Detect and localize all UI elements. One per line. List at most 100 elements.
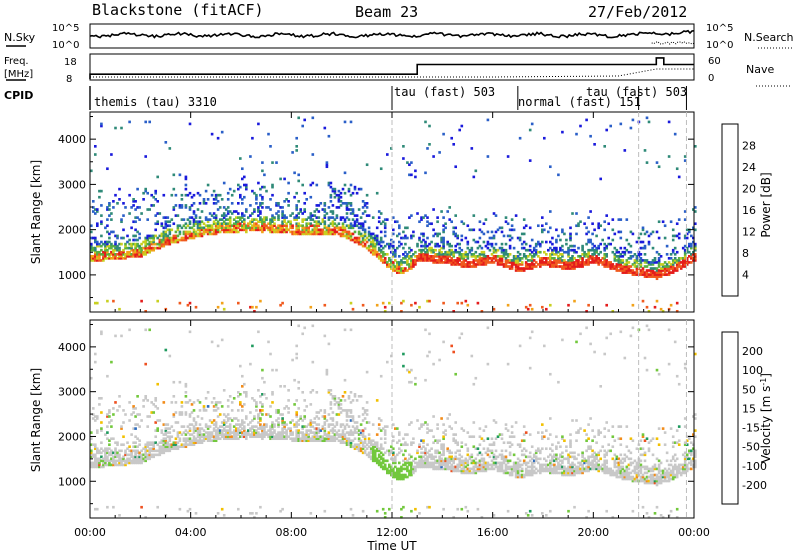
power-cell — [146, 218, 150, 221]
power-cell — [104, 246, 107, 250]
power-cell — [94, 257, 97, 260]
power-cell — [317, 222, 321, 226]
power-cell — [406, 261, 409, 264]
power-cell — [464, 253, 468, 256]
velocity-cell — [295, 413, 299, 416]
velocity-cell — [224, 421, 228, 424]
power-cell — [283, 228, 286, 232]
velocity-cell — [394, 475, 397, 479]
velocity-cell — [142, 457, 145, 461]
velocity-cell — [418, 465, 421, 469]
power-cell — [426, 220, 429, 224]
velocity-cell — [414, 469, 417, 473]
power-cell — [295, 226, 299, 230]
power-cell — [359, 232, 363, 236]
power-cell — [351, 218, 355, 221]
power-cell — [545, 253, 548, 256]
power-cell — [631, 263, 635, 266]
power-cell — [478, 228, 482, 232]
power-cell — [392, 244, 395, 248]
velocity-cell — [279, 431, 282, 434]
velocity-cell — [243, 382, 246, 386]
velocity-cell — [502, 459, 506, 463]
velocity-cell — [448, 425, 452, 428]
power-cell — [355, 191, 359, 195]
velocity-cell — [432, 463, 435, 467]
velocity-cell — [420, 425, 423, 428]
cpid-mode-label: tau (fast) 503 — [394, 85, 495, 99]
power-cell — [134, 234, 137, 238]
power-cell — [235, 226, 238, 230]
velocity-cell — [386, 449, 389, 453]
power-cell — [313, 220, 317, 224]
power-cell — [253, 222, 256, 226]
velocity-cell — [311, 425, 315, 428]
power-cell — [315, 208, 319, 211]
velocity-cell — [539, 463, 542, 467]
velocity-cell — [359, 441, 363, 445]
power-cell — [450, 253, 454, 256]
velocity-cell — [289, 433, 292, 436]
power-cell — [156, 236, 160, 240]
velocity-cell — [351, 415, 355, 418]
velocity-cell — [146, 441, 150, 445]
power-cell — [166, 238, 170, 242]
velocity-cell — [543, 469, 546, 473]
velocity-cell — [150, 443, 154, 447]
velocity-cell — [524, 461, 528, 465]
velocity-cell — [245, 415, 248, 418]
power-cell — [591, 232, 594, 236]
velocity-cell — [174, 411, 178, 414]
power-cell — [410, 236, 413, 240]
velocity-cell — [454, 433, 458, 436]
velocity-cell — [476, 467, 480, 471]
power-cell — [645, 305, 649, 309]
velocity-cell — [524, 455, 528, 459]
power-cell — [277, 230, 280, 234]
power-cell — [460, 253, 464, 256]
title-beam: Beam 23 — [355, 3, 418, 21]
velocity-cell — [345, 441, 349, 445]
power-cell — [488, 236, 492, 240]
velocity-cell — [313, 427, 317, 430]
velocity-cell — [220, 338, 224, 342]
power-cell — [148, 236, 152, 240]
power-cell — [257, 228, 260, 232]
power-cell — [339, 204, 343, 207]
velocity-cell — [470, 455, 474, 459]
power-cell — [309, 195, 313, 199]
power-cell — [657, 273, 661, 276]
power-cell — [551, 257, 554, 260]
power-cell — [367, 230, 371, 234]
power-cell — [448, 261, 452, 264]
velocity-cell — [192, 435, 196, 439]
power-cell — [581, 244, 584, 248]
velocity-cell — [390, 467, 393, 471]
power-cell — [228, 228, 232, 232]
power-cell — [265, 224, 268, 228]
velocity-cell — [349, 328, 353, 332]
velocity-cell — [273, 423, 276, 426]
velocity-cell — [94, 457, 97, 461]
power-cell — [597, 226, 601, 230]
power-cell — [617, 230, 621, 234]
power-cell — [212, 212, 216, 215]
velocity-cell — [261, 403, 264, 406]
power-cell — [408, 263, 411, 266]
velocity-cell — [108, 415, 111, 418]
velocity-cell — [241, 421, 244, 424]
velocity-cell — [492, 457, 496, 461]
velocity-cell — [164, 439, 168, 443]
velocity-cell — [327, 439, 331, 443]
power-cell — [168, 242, 172, 246]
velocity-cell — [398, 447, 401, 451]
velocity-cell — [440, 443, 443, 447]
velocity-cell — [293, 403, 296, 406]
power-cell — [466, 255, 470, 258]
power-cell — [349, 193, 353, 197]
power-cell — [661, 263, 665, 266]
power-cell — [522, 226, 526, 230]
power-cell — [514, 255, 518, 258]
velocity-cell — [237, 423, 240, 426]
power-cell — [321, 230, 325, 234]
